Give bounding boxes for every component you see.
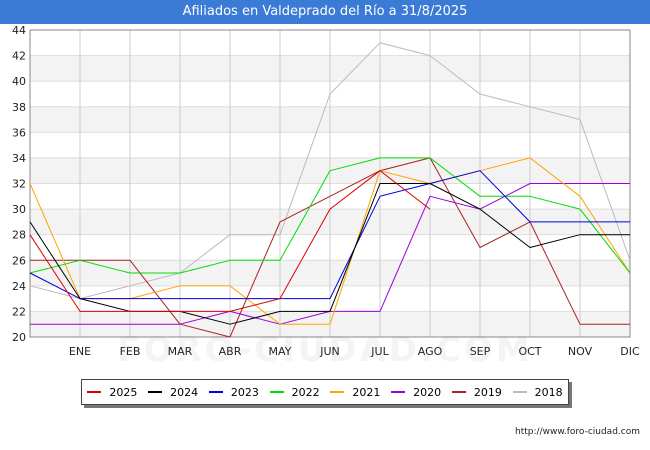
series-line-2025 <box>29 170 431 312</box>
legend-item-2021: 2021 <box>330 386 380 399</box>
y-tick-label: 42 <box>12 50 26 63</box>
series-line-2023 <box>29 170 630 300</box>
legend-label: 2019 <box>473 385 502 399</box>
legend-swatch <box>330 391 345 393</box>
x-tick-label: JUN <box>319 345 340 358</box>
series-line-2022 <box>29 157 631 274</box>
y-tick-label: 24 <box>12 280 26 293</box>
legend-label: 2025 <box>109 385 138 399</box>
y-tick-label: 22 <box>12 305 26 318</box>
legend-label: 2020 <box>413 385 442 399</box>
x-tick-label: AGO <box>418 345 443 358</box>
x-tick-label: JUL <box>370 345 389 358</box>
legend-label: 2023 <box>230 385 259 399</box>
x-tick-label: ABR <box>219 345 242 358</box>
legend-item-2020: 2020 <box>391 386 441 399</box>
legend-label: 2024 <box>170 385 199 399</box>
series-line-2018 <box>29 42 631 300</box>
x-tick-label: FEB <box>120 345 141 358</box>
legend-swatch <box>208 391 223 393</box>
x-tick-label: ENE <box>69 345 91 358</box>
legend-swatch <box>148 391 163 393</box>
y-tick-label: 26 <box>12 254 26 267</box>
legend-item-2019: 2019 <box>451 385 502 399</box>
legend-label: 2021 <box>352 385 381 399</box>
legend-swatch <box>269 391 284 393</box>
x-tick-label: NOV <box>568 345 593 358</box>
x-tick-label: OCT <box>518 345 541 358</box>
legend-item-2024: 2024 <box>148 386 198 399</box>
legend-label: 2022 <box>291 385 320 399</box>
legend-swatch <box>391 391 406 393</box>
y-axis-ticks: 20 22 24 26 28 30 32 34 36 38 40 42 44 <box>12 24 26 344</box>
y-tick-label: 36 <box>12 126 26 139</box>
x-tick-label: DIC <box>620 345 640 358</box>
chart-title: Afiliados en Valdeprado del Río a 31/8/2… <box>0 0 650 24</box>
series-lines <box>29 42 631 338</box>
legend-item-2022: 2022 <box>269 385 320 399</box>
legend-swatch <box>87 391 102 393</box>
y-tick-label: 44 <box>12 24 26 37</box>
legend-label: 2018 <box>534 385 563 399</box>
y-tick-label: 28 <box>12 229 26 242</box>
legend-swatch <box>512 391 527 393</box>
x-tick-label: MAR <box>168 345 193 358</box>
y-tick-label: 30 <box>12 203 26 216</box>
y-tick-label: 20 <box>12 331 26 344</box>
legend-item-2025: 2025 <box>87 386 137 399</box>
x-tick-label: SEP <box>470 345 491 358</box>
y-tick-label: 38 <box>12 101 26 114</box>
x-axis-ticks: ENE FEB MAR ABR MAY JUN JUL AGO SEP OCT NOV DIC <box>69 345 640 358</box>
chart-legend: 2025 2024 2023 2022 2021 2020 2019 2018 <box>81 379 569 405</box>
y-tick-label: 34 <box>12 152 26 165</box>
y-tick-label: 40 <box>12 75 26 88</box>
source-url: http://www.foro-ciudad.com <box>515 427 640 437</box>
legend-item-2023: 2023 <box>208 385 259 399</box>
x-tick-label: MAY <box>269 345 292 358</box>
y-tick-label: 32 <box>12 178 26 191</box>
legend-swatch <box>451 391 466 393</box>
legend-item-2018: 2018 <box>512 385 563 399</box>
